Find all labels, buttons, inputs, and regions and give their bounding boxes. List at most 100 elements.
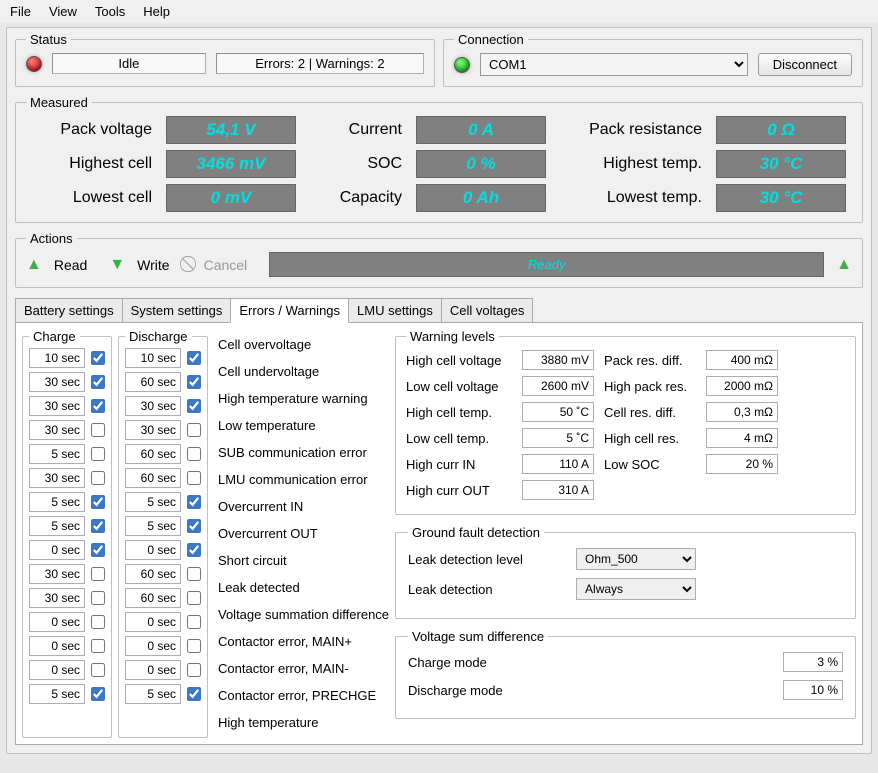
discharge-enable-checkbox[interactable] — [187, 447, 201, 461]
leak-detect-select[interactable]: Always — [576, 578, 696, 600]
menu-view[interactable]: View — [49, 4, 77, 19]
warning-input[interactable] — [522, 480, 594, 500]
discharge-time-input[interactable] — [125, 420, 181, 440]
discharge-time-input[interactable] — [125, 564, 181, 584]
discharge-time-input[interactable] — [125, 516, 181, 536]
charge-enable-checkbox[interactable] — [91, 423, 105, 437]
discharge-time-input[interactable] — [125, 396, 181, 416]
warning-input[interactable] — [522, 428, 594, 448]
charge-time-input[interactable] — [29, 492, 85, 512]
menubar: File View Tools Help — [0, 0, 878, 23]
right-arrow-up-icon[interactable]: ▲ — [836, 256, 852, 274]
discharge-time-input[interactable] — [125, 492, 181, 512]
charge-time-input[interactable] — [29, 660, 85, 680]
discharge-enable-checkbox[interactable] — [187, 351, 201, 365]
charge-enable-checkbox[interactable] — [91, 519, 105, 533]
tab-lmu-settings[interactable]: LMU settings — [348, 298, 442, 323]
discharge-time-input[interactable] — [125, 636, 181, 656]
charge-enable-checkbox[interactable] — [91, 351, 105, 365]
warning-input[interactable] — [706, 376, 778, 396]
tab-cell-voltages[interactable]: Cell voltages — [441, 298, 533, 323]
charge-enable-checkbox[interactable] — [91, 399, 105, 413]
discharge-enable-checkbox[interactable] — [187, 471, 201, 485]
write-arrow-down-icon[interactable]: ▼ — [109, 256, 125, 274]
charge-time-input[interactable] — [29, 540, 85, 560]
warning-label: Low SOC — [604, 457, 700, 472]
discharge-enable-checkbox[interactable] — [187, 687, 201, 701]
discharge-time-input[interactable] — [125, 444, 181, 464]
discharge-enable-checkbox[interactable] — [187, 663, 201, 677]
vsd-discharge-input[interactable] — [783, 680, 843, 700]
vsd-charge-input[interactable] — [783, 652, 843, 672]
charge-time-input[interactable] — [29, 444, 85, 464]
measured-label: Lowest cell — [26, 189, 156, 207]
discharge-enable-checkbox[interactable] — [187, 375, 201, 389]
discharge-time-input[interactable] — [125, 612, 181, 632]
charge-enable-checkbox[interactable] — [91, 471, 105, 485]
charge-enable-checkbox[interactable] — [91, 663, 105, 677]
leak-level-select[interactable]: Ohm_500 — [576, 548, 696, 570]
charge-time-input[interactable] — [29, 348, 85, 368]
warning-input[interactable] — [706, 428, 778, 448]
read-button[interactable]: Read — [54, 257, 87, 273]
discharge-time-input[interactable] — [125, 684, 181, 704]
discharge-time-input[interactable] — [125, 588, 181, 608]
charge-enable-checkbox[interactable] — [91, 639, 105, 653]
discharge-enable-checkbox[interactable] — [187, 567, 201, 581]
charge-time-input[interactable] — [29, 468, 85, 488]
discharge-time-input[interactable] — [125, 540, 181, 560]
charge-enable-checkbox[interactable] — [91, 687, 105, 701]
discharge-enable-checkbox[interactable] — [187, 543, 201, 557]
discharge-time-input[interactable] — [125, 372, 181, 392]
discharge-time-input[interactable] — [125, 348, 181, 368]
discharge-time-input[interactable] — [125, 468, 181, 488]
warning-input[interactable] — [522, 350, 594, 370]
tab-battery-settings[interactable]: Battery settings — [15, 298, 123, 323]
discharge-enable-checkbox[interactable] — [187, 423, 201, 437]
charge-time-input[interactable] — [29, 372, 85, 392]
disconnect-button[interactable]: Disconnect — [758, 53, 852, 76]
charge-enable-checkbox[interactable] — [91, 543, 105, 557]
charge-enable-checkbox[interactable] — [91, 495, 105, 509]
discharge-enable-checkbox[interactable] — [187, 399, 201, 413]
tab-errors-warnings[interactable]: Errors / Warnings — [230, 298, 349, 323]
charge-time-input[interactable] — [29, 636, 85, 656]
connection-legend: Connection — [454, 32, 528, 47]
warning-input[interactable] — [706, 402, 778, 422]
charge-time-input[interactable] — [29, 516, 85, 536]
warning-input[interactable] — [522, 402, 594, 422]
discharge-enable-checkbox[interactable] — [187, 591, 201, 605]
charge-time-input[interactable] — [29, 612, 85, 632]
charge-enable-checkbox[interactable] — [91, 375, 105, 389]
charge-enable-checkbox[interactable] — [91, 615, 105, 629]
error-name-label: Voltage summation difference — [218, 603, 389, 626]
discharge-enable-checkbox[interactable] — [187, 495, 201, 509]
menu-tools[interactable]: Tools — [95, 4, 125, 19]
charge-time-input[interactable] — [29, 588, 85, 608]
charge-enable-checkbox[interactable] — [91, 591, 105, 605]
error-name-label: Low temperature — [218, 414, 389, 437]
charge-time-input[interactable] — [29, 564, 85, 584]
tabs: Battery settings System settings Errors … — [15, 298, 863, 323]
warning-input[interactable] — [706, 454, 778, 474]
warning-label: Low cell temp. — [406, 431, 516, 446]
charge-enable-checkbox[interactable] — [91, 447, 105, 461]
charge-time-input[interactable] — [29, 420, 85, 440]
charge-time-input[interactable] — [29, 684, 85, 704]
read-arrow-up-icon[interactable]: ▲ — [26, 256, 42, 274]
actions-fieldset: Actions ▲ Read ▼ Write ⃠ Cancel Ready ▲ — [15, 231, 863, 288]
discharge-enable-checkbox[interactable] — [187, 639, 201, 653]
menu-file[interactable]: File — [10, 4, 31, 19]
write-button[interactable]: Write — [137, 257, 169, 273]
charge-time-input[interactable] — [29, 396, 85, 416]
discharge-enable-checkbox[interactable] — [187, 615, 201, 629]
discharge-enable-checkbox[interactable] — [187, 519, 201, 533]
tab-system-settings[interactable]: System settings — [122, 298, 232, 323]
warning-input[interactable] — [522, 454, 594, 474]
warning-input[interactable] — [522, 376, 594, 396]
discharge-time-input[interactable] — [125, 660, 181, 680]
charge-enable-checkbox[interactable] — [91, 567, 105, 581]
warning-input[interactable] — [706, 350, 778, 370]
menu-help[interactable]: Help — [143, 4, 170, 19]
port-select[interactable]: COM1 — [480, 53, 748, 76]
